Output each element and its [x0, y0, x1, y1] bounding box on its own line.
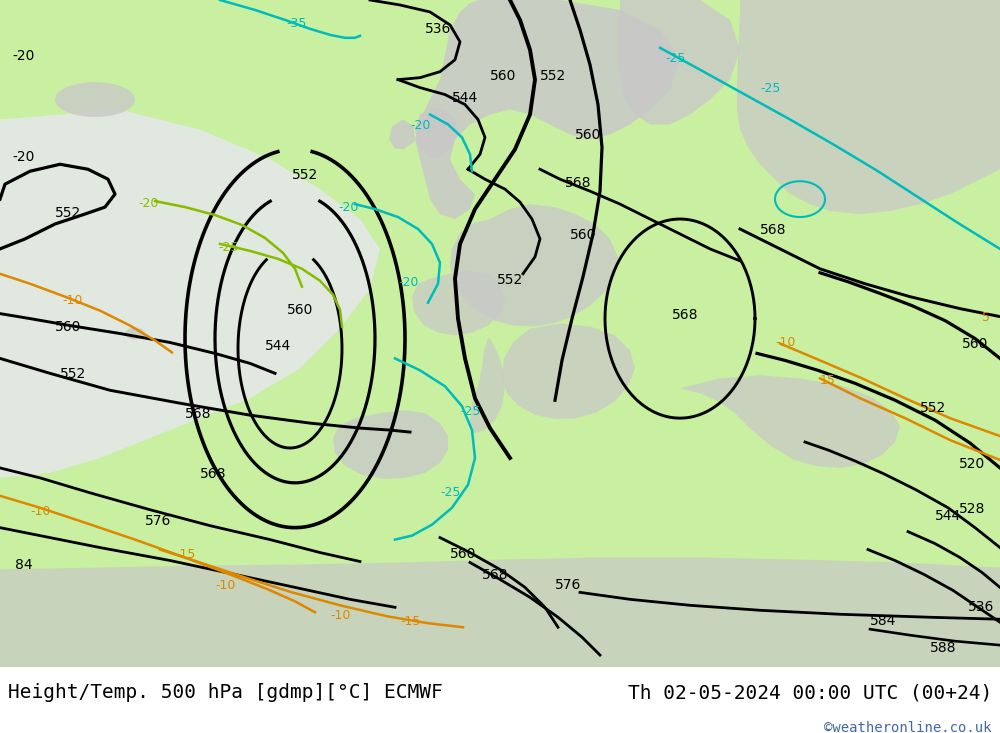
- Polygon shape: [415, 108, 458, 159]
- Text: 552: 552: [55, 206, 81, 220]
- Text: -20: -20: [12, 150, 34, 164]
- Text: 15: 15: [820, 375, 836, 387]
- Text: 576: 576: [555, 578, 581, 592]
- Text: 552: 552: [60, 367, 86, 381]
- Text: -15: -15: [175, 548, 195, 561]
- Polygon shape: [680, 375, 900, 468]
- Polygon shape: [502, 323, 635, 419]
- Text: -20: -20: [338, 201, 358, 214]
- Polygon shape: [0, 558, 1000, 667]
- Polygon shape: [412, 270, 505, 336]
- Text: 520: 520: [959, 457, 985, 471]
- Text: -35: -35: [286, 17, 306, 30]
- Text: 560: 560: [450, 547, 476, 561]
- Text: -25: -25: [665, 52, 685, 65]
- Text: 560: 560: [570, 228, 596, 242]
- Text: 560: 560: [575, 128, 601, 142]
- Text: 536: 536: [425, 22, 451, 36]
- Text: 560: 560: [490, 69, 516, 83]
- Text: 568: 568: [672, 308, 698, 322]
- Text: -10: -10: [62, 294, 82, 306]
- Text: 536: 536: [968, 600, 994, 614]
- Text: 568: 568: [760, 223, 786, 237]
- Polygon shape: [737, 0, 1000, 214]
- Text: 560: 560: [55, 320, 81, 334]
- Text: 588: 588: [930, 641, 956, 655]
- Text: 568: 568: [185, 407, 212, 421]
- Text: Height/Temp. 500 hPa [gdmp][°C] ECMWF: Height/Temp. 500 hPa [gdmp][°C] ECMWF: [8, 683, 443, 702]
- Polygon shape: [618, 0, 740, 125]
- Text: 568: 568: [565, 176, 592, 190]
- Text: 544: 544: [452, 91, 478, 105]
- Polygon shape: [333, 410, 448, 479]
- Text: ©weatheronline.co.uk: ©weatheronline.co.uk: [824, 721, 992, 733]
- Text: -20: -20: [12, 48, 34, 63]
- Text: 552: 552: [540, 69, 566, 83]
- Text: 5: 5: [982, 311, 990, 323]
- Polygon shape: [470, 339, 505, 434]
- Text: -20: -20: [410, 119, 430, 133]
- Text: 568: 568: [482, 568, 509, 583]
- Text: -25: -25: [760, 81, 780, 95]
- Text: 560: 560: [287, 303, 313, 317]
- Text: -10: -10: [330, 609, 350, 622]
- Text: 544: 544: [935, 509, 961, 523]
- Text: -20: -20: [398, 276, 418, 289]
- Polygon shape: [450, 204, 618, 326]
- Text: -25: -25: [460, 405, 480, 418]
- Text: 568: 568: [200, 467, 226, 481]
- Polygon shape: [0, 109, 380, 517]
- Text: -15: -15: [400, 615, 420, 628]
- Text: -10: -10: [215, 579, 235, 592]
- Text: 552: 552: [497, 273, 523, 287]
- Polygon shape: [389, 119, 415, 150]
- Polygon shape: [415, 0, 680, 219]
- Text: -25: -25: [440, 486, 460, 498]
- Text: 584: 584: [870, 614, 896, 628]
- Text: Th 02-05-2024 00:00 UTC (00+24): Th 02-05-2024 00:00 UTC (00+24): [628, 683, 992, 702]
- Text: 552: 552: [920, 401, 946, 415]
- Text: 560: 560: [962, 337, 988, 351]
- Text: -20: -20: [138, 197, 158, 210]
- Text: -10: -10: [775, 336, 795, 350]
- Text: 544: 544: [265, 339, 291, 353]
- Ellipse shape: [125, 328, 145, 339]
- Text: -10: -10: [30, 505, 50, 517]
- Text: 528: 528: [959, 501, 985, 516]
- Text: -25: -25: [218, 241, 238, 254]
- Text: 552: 552: [292, 168, 318, 183]
- Text: 576: 576: [145, 514, 171, 528]
- Ellipse shape: [55, 82, 135, 117]
- Text: 84: 84: [15, 559, 33, 572]
